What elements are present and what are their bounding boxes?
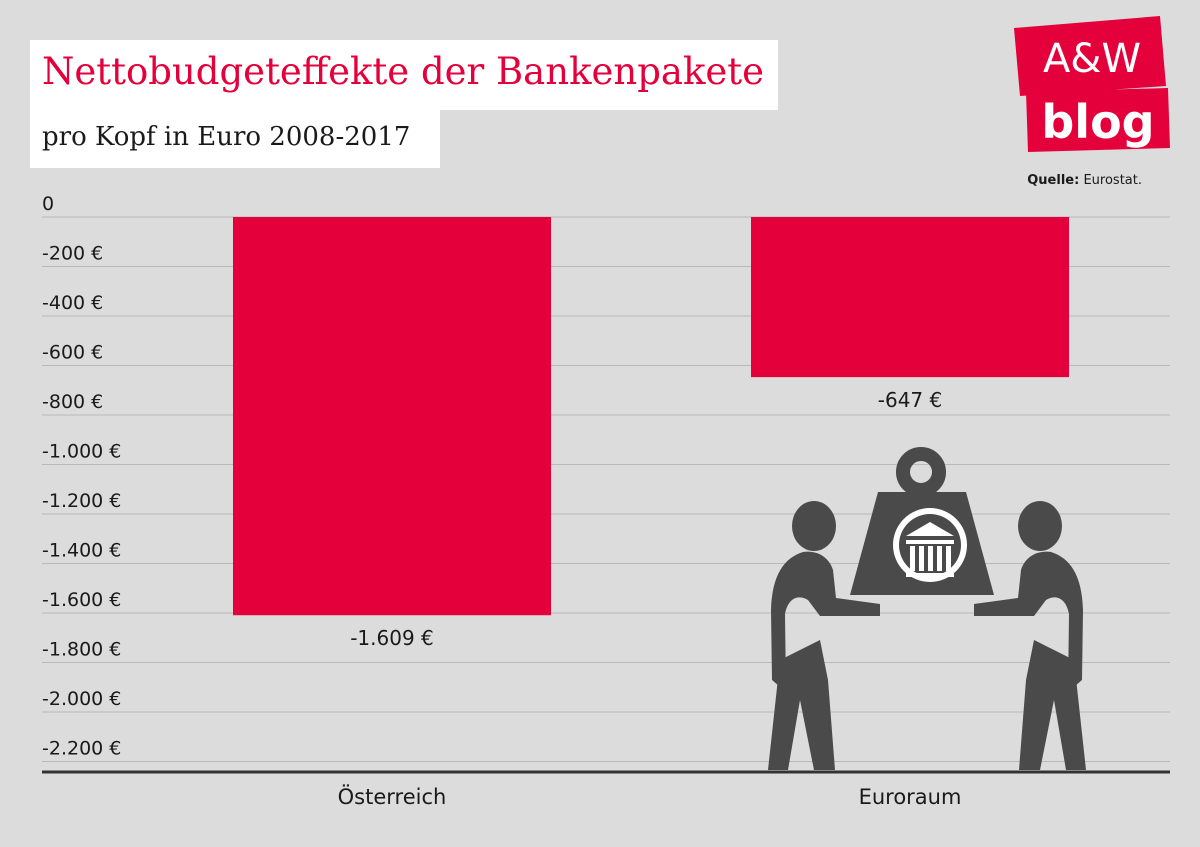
two-people-carrying-bank-weight-icon [768,447,1086,770]
data-labels: -1.609 € -647 € [350,388,942,650]
y-tick-label: -1.400 € [42,540,121,562]
bar-value-label: -647 € [878,388,942,412]
x-tick-labels: Österreich Euroraum [338,784,962,809]
bar-value-label: -1.609 € [350,626,434,650]
chart-title: Nettobudgeteffekte der Bankenpakete [42,50,765,93]
y-tick-label: -200 € [42,243,103,265]
logo-line1: A&W [1043,36,1141,82]
y-tick-label: -1.800 € [42,639,121,661]
y-tick-label: -2.000 € [42,688,121,710]
source-label: Quelle: [1027,173,1080,188]
y-tick-label: -2.200 € [42,738,121,760]
bars [233,217,1069,616]
x-category-label: Euroraum [859,785,962,809]
y-tick-labels: 0 -200 € -400 € -600 € -800 € -1.000 € -1.200 … [42,193,121,760]
y-tick-label: -600 € [42,342,103,364]
aw-blog-logo: A&W blog [1014,16,1170,152]
y-tick-label: 0 [42,193,54,215]
y-tick-label: -800 € [42,391,103,413]
bar-euroraum [751,217,1069,378]
x-category-label: Österreich [338,784,447,809]
subtitle-box: pro Kopf in Euro 2008-2017 [30,110,440,168]
logo-line2: blog [1041,95,1154,149]
y-tick-label: -400 € [42,292,103,314]
source-text: Eurostat. [1083,173,1142,188]
y-tick-label: -1.000 € [42,441,121,463]
chart-subtitle: pro Kopf in Euro 2008-2017 [42,122,411,152]
y-tick-label: -1.600 € [42,589,121,611]
source-note: Quelle: Eurostat. [1027,173,1142,188]
bar-oesterreich [233,217,551,616]
y-tick-label: -1.200 € [42,490,121,512]
title-box: Nettobudgeteffekte der Bankenpakete [30,40,778,110]
